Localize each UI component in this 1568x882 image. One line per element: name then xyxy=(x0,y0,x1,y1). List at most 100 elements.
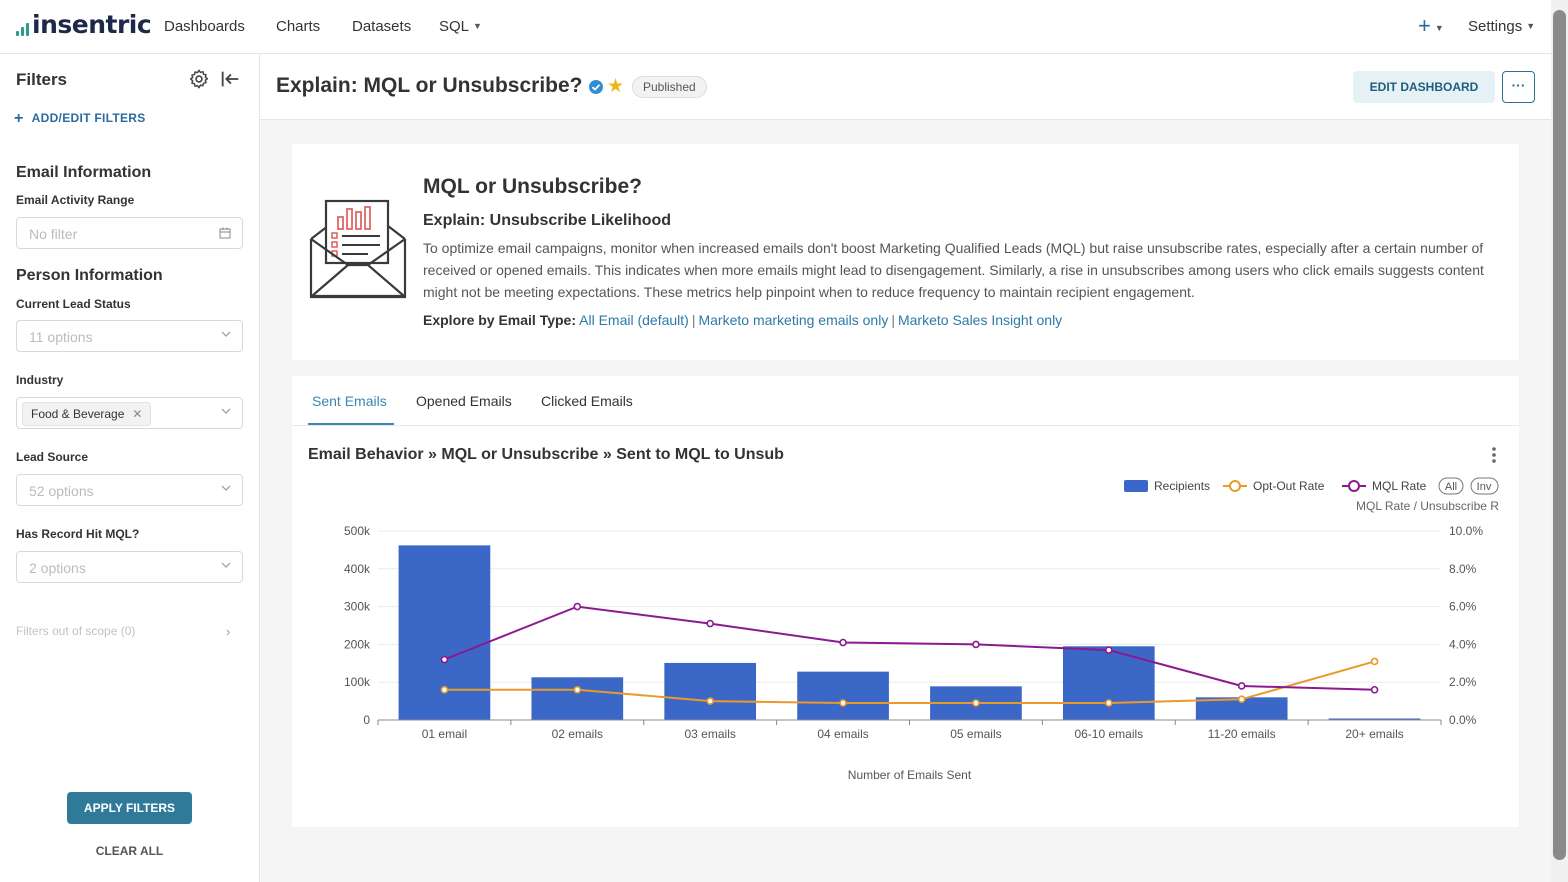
bar-recipients xyxy=(797,671,889,720)
settings-menu[interactable]: Settings ▼ xyxy=(1468,18,1535,35)
chevron-down-icon xyxy=(221,408,231,414)
more-options-button[interactable]: ··· xyxy=(1502,71,1535,103)
lead-source-select[interactable]: 52 options xyxy=(16,474,243,506)
opt-out-rate-point xyxy=(1370,657,1379,666)
link-separator: | xyxy=(691,312,696,328)
dashboard-title: Explain: MQL or Unsubscribe? xyxy=(276,74,583,97)
bar-recipients xyxy=(1328,718,1421,720)
chevron-right-icon[interactable]: › xyxy=(226,624,231,639)
legend-all-toggle xyxy=(1438,477,1464,495)
nav-datasets[interactable]: Datasets xyxy=(352,18,412,35)
has-record-hit-mql-select[interactable]: 2 options xyxy=(16,551,243,583)
filter-label-industry: Industry xyxy=(16,373,64,387)
gear-icon[interactable] xyxy=(188,68,210,90)
email-activity-range-picker[interactable]: No filter xyxy=(16,217,243,249)
opt-out-rate-point xyxy=(1237,695,1246,704)
clear-all-button[interactable]: CLEAR ALL xyxy=(95,844,164,858)
bar-recipients xyxy=(531,677,624,720)
legend-label-recipients: Recipients xyxy=(1154,479,1210,493)
logo-text: insentric xyxy=(32,10,152,39)
caret-down-icon: ▼ xyxy=(473,21,482,31)
legend-label-opt-out: Opt-Out Rate xyxy=(1253,479,1325,493)
tab-sent-emails[interactable]: Sent Emails xyxy=(312,393,387,409)
legend-all-label: All xyxy=(1445,481,1457,493)
page-scrollbar[interactable] xyxy=(1551,0,1568,882)
filter-label-email-activity-range: Email Activity Range xyxy=(16,193,135,207)
filter-label-current-lead-status: Current Lead Status xyxy=(16,297,131,311)
legend-inv-toggle xyxy=(1470,477,1499,495)
link-marketo-sales-insight[interactable]: Marketo Sales Insight only xyxy=(897,312,1063,328)
chart-card: Sent Emails Opened Emails Clicked Emails… xyxy=(292,376,1519,827)
apply-filters-button[interactable]: APPLY FILTERS xyxy=(67,792,192,824)
opt-out-rate-point xyxy=(839,699,847,707)
link-marketo-marketing[interactable]: Marketo marketing emails only xyxy=(698,312,889,328)
mql-rate-point xyxy=(1370,685,1379,694)
link-all-email[interactable]: All Email (default) xyxy=(579,312,689,328)
active-tab-indicator xyxy=(308,423,394,425)
legend-marker-mql xyxy=(1348,480,1360,492)
right-tick-label: 0.0% xyxy=(1449,713,1477,727)
plus-icon: + xyxy=(1418,13,1431,38)
nav-charts[interactable]: Charts xyxy=(276,18,321,35)
left-tick-label: 400k xyxy=(344,562,371,576)
nav-dashboards[interactable]: Dashboards xyxy=(164,18,245,35)
status-badge: Published xyxy=(632,76,707,98)
right-tick-label: 8.0% xyxy=(1449,562,1477,576)
right-tick-label: 4.0% xyxy=(1449,637,1477,651)
current-lead-status-select[interactable]: 11 options xyxy=(16,320,243,352)
left-tick-label: 100k xyxy=(344,675,371,689)
left-tick-label: 200k xyxy=(344,637,371,651)
plus-icon: + xyxy=(14,110,24,127)
section-email-information: Email Information xyxy=(16,164,152,181)
industry-select[interactable]: Food & Beverage ✕ xyxy=(16,397,243,429)
chart-menu-icon[interactable] xyxy=(1490,446,1498,464)
dashboard-header: Explain: MQL or Unsubscribe? ★ Published… xyxy=(260,54,1551,120)
opt-out-rate-point xyxy=(573,685,582,694)
has-record-hit-mql-placeholder: 2 options xyxy=(29,560,86,576)
markdown-body: To optimize email campaigns, monitor whe… xyxy=(423,240,1484,300)
current-lead-status-placeholder: 11 options xyxy=(29,329,93,345)
combo-chart: 0 100k 200k 300k 400k 500k 0.0% 2.0% 4.0% 6.0% 8.0… xyxy=(344,477,1519,782)
mql-rate-point xyxy=(972,640,980,649)
right-axis-title: MQL Rate / Unsubscribe R xyxy=(1356,499,1499,513)
left-tick-label: 500k xyxy=(344,524,371,538)
remove-tag-icon[interactable]: ✕ xyxy=(132,407,143,421)
filters-sidebar: Filters + ADD/EDIT FILTERS Email Informat… xyxy=(0,54,260,882)
tab-opened-emails[interactable]: Opened Emails xyxy=(416,393,512,409)
markdown-heading: MQL or Unsubscribe? xyxy=(423,175,642,198)
filters-out-of-scope[interactable]: Filters out of scope (0) xyxy=(16,624,136,638)
opt-out-rate-point xyxy=(440,685,449,694)
app-logo[interactable]: insentric xyxy=(16,10,152,40)
tab-clicked-emails[interactable]: Clicked Emails xyxy=(541,393,633,409)
x-tick-label: 01 email xyxy=(422,727,467,741)
top-navbar: insentric Dashboards Charts Datasets SQL… xyxy=(0,0,1551,54)
explore-label: Explore by Email Type: xyxy=(423,312,577,328)
new-menu-button[interactable]: + ▼ xyxy=(1418,13,1444,39)
email-chart-icon xyxy=(309,199,407,299)
markdown-card: MQL or Unsubscribe? Explain: Unsubscribe… xyxy=(292,144,1519,360)
x-tick-label: 02 emails xyxy=(552,727,603,741)
industry-tag-label: Food & Beverage xyxy=(31,407,125,421)
mql-rate-point xyxy=(839,638,847,647)
mql-rate-point xyxy=(440,655,449,664)
mql-rate-point xyxy=(573,602,582,611)
legend-swatch-recipients xyxy=(1124,480,1148,492)
add-edit-filters-button[interactable]: + ADD/EDIT FILTERS xyxy=(14,110,146,128)
x-tick-label: 03 emails xyxy=(685,727,736,741)
x-axis-title: Number of Emails Sent xyxy=(848,768,972,782)
industry-tag: Food & Beverage ✕ xyxy=(22,402,152,426)
bar-recipients xyxy=(1062,646,1155,720)
edit-dashboard-button[interactable]: EDIT DASHBOARD xyxy=(1353,71,1495,103)
tabs-bar: Sent Emails Opened Emails Clicked Emails xyxy=(292,376,1519,426)
right-tick-label: 2.0% xyxy=(1449,675,1477,689)
mql-rate-point xyxy=(1237,682,1246,690)
link-separator: | xyxy=(891,312,895,328)
collapse-sidebar-icon[interactable] xyxy=(219,68,241,90)
opt-out-rate-point xyxy=(972,699,980,707)
x-tick-label: 11-20 emails xyxy=(1208,727,1276,741)
nav-sql[interactable]: SQL ▼ xyxy=(439,18,482,35)
chevron-down-icon xyxy=(221,485,231,491)
scrollbar-thumb[interactable] xyxy=(1553,10,1566,860)
favorite-star-icon[interactable]: ★ xyxy=(607,76,625,97)
legend-marker-opt-out xyxy=(1229,480,1241,492)
